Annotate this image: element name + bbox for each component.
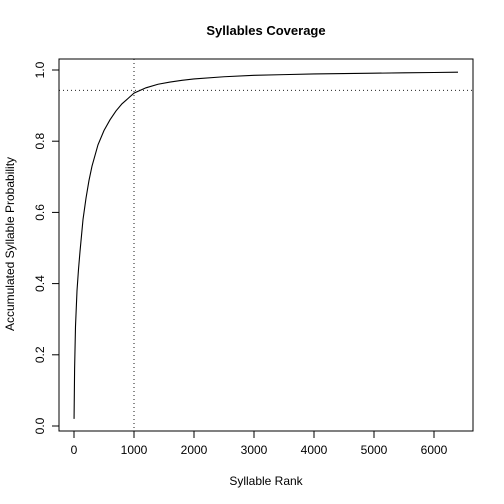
x-axis-label: Syllable Rank — [229, 474, 303, 488]
y-axis-label: Accumulated Syllable Probability — [3, 157, 17, 331]
x-tick-label: 5000 — [361, 443, 388, 457]
x-tick-label: 2000 — [181, 443, 208, 457]
reference-lines — [59, 59, 473, 431]
coverage-curve — [73, 71, 459, 419]
plot-frame — [58, 58, 474, 432]
x-tick-label: 1000 — [121, 443, 148, 457]
x-tick-label: 0 — [71, 443, 78, 457]
y-tick-label: 1.0 — [33, 61, 47, 78]
y-tick-label: 0.6 — [33, 204, 47, 221]
x-tick-label: 4000 — [301, 443, 328, 457]
y-tick-label: 0.2 — [33, 346, 47, 363]
y-tick-label: 0.8 — [33, 133, 47, 150]
x-tick-label: 3000 — [241, 443, 268, 457]
x-tick-label: 6000 — [421, 443, 448, 457]
y-axis: 0.0 0.2 0.4 0.6 0.8 1.0 — [33, 61, 60, 434]
chart-title: Syllables Coverage — [206, 23, 325, 38]
y-tick-label: 0.0 — [33, 417, 47, 434]
y-tick-label: 0.4 — [33, 275, 47, 292]
x-axis: 0 1000 2000 3000 4000 5000 6000 — [71, 430, 448, 457]
